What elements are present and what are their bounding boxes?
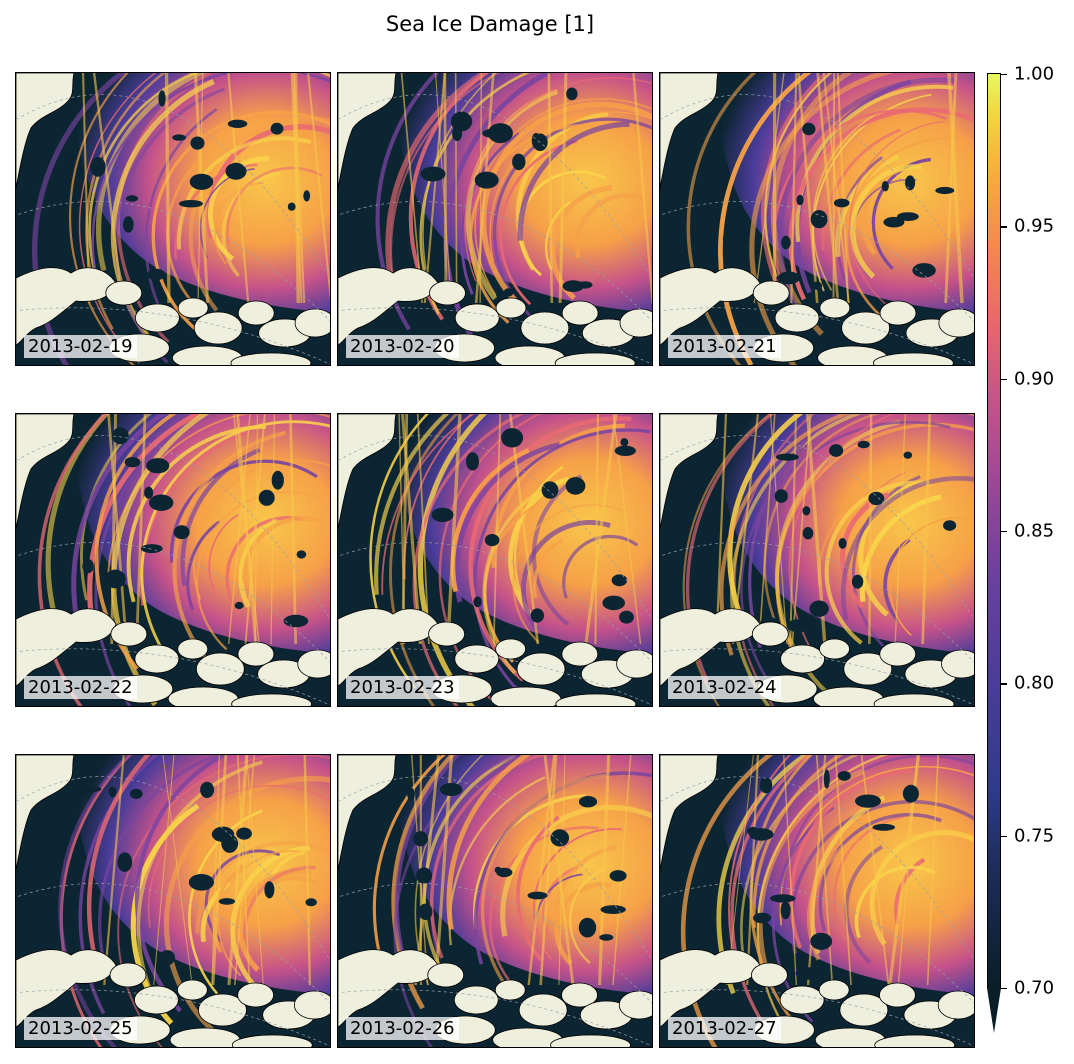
sea-ice-damage-map xyxy=(16,73,330,365)
panel-date-label: 2013-02-25 xyxy=(24,1017,137,1040)
colorbar-tick xyxy=(1001,988,1007,990)
colorbar-tick-label: 0.85 xyxy=(1014,520,1055,542)
panel-date-label: 2013-02-19 xyxy=(24,335,137,358)
colorbar-min-extension xyxy=(987,988,1001,1033)
colorbar-tick xyxy=(1001,226,1007,228)
colorbar-tick xyxy=(1001,531,1007,533)
colorbar-tick-label: 1.00 xyxy=(1014,63,1055,85)
colorbar-tick xyxy=(1001,74,1007,76)
panel-date-label: 2013-02-20 xyxy=(346,335,459,358)
sea-ice-damage-map xyxy=(660,755,974,1047)
map-panel-2013-02-22: 2013-02-22 xyxy=(15,413,331,707)
map-panel-2013-02-23: 2013-02-23 xyxy=(337,413,653,707)
map-panel-2013-02-25: 2013-02-25 xyxy=(15,754,331,1048)
map-panel-2013-02-26: 2013-02-26 xyxy=(337,754,653,1048)
panel-date-label: 2013-02-21 xyxy=(668,335,781,358)
sea-ice-damage-map xyxy=(338,755,652,1047)
colorbar-tick-label: 0.75 xyxy=(1014,825,1055,847)
panel-date-label: 2013-02-24 xyxy=(668,676,781,699)
figure-title: Sea Ice Damage [1] xyxy=(385,12,595,36)
colorbar-tick xyxy=(1001,378,1007,380)
sea-ice-damage-map xyxy=(16,755,330,1047)
map-panel-2013-02-20: 2013-02-20 xyxy=(337,72,653,366)
sea-ice-damage-map xyxy=(660,73,974,365)
panel-date-label: 2013-02-22 xyxy=(24,676,137,699)
sea-ice-damage-map xyxy=(16,414,330,706)
colorbar-tick-label: 0.80 xyxy=(1014,672,1055,694)
map-panel-2013-02-21: 2013-02-21 xyxy=(659,72,975,366)
panel-date-label: 2013-02-27 xyxy=(668,1017,781,1040)
sea-ice-damage-map xyxy=(338,73,652,365)
panel-date-label: 2013-02-26 xyxy=(346,1017,459,1040)
map-panel-2013-02-19: 2013-02-19 xyxy=(15,72,331,366)
sea-ice-damage-map xyxy=(660,414,974,706)
colorbar xyxy=(987,73,1001,989)
colorbar-tick xyxy=(1001,683,1007,685)
colorbar-tick-label: 0.95 xyxy=(1014,215,1055,237)
map-panel-2013-02-24: 2013-02-24 xyxy=(659,413,975,707)
colorbar-tick xyxy=(1001,835,1007,837)
sea-ice-damage-map xyxy=(338,414,652,706)
colorbar-tick-label: 0.70 xyxy=(1014,977,1055,999)
panel-date-label: 2013-02-23 xyxy=(346,676,459,699)
colorbar-tick-label: 0.90 xyxy=(1014,368,1055,390)
map-panel-2013-02-27: 2013-02-27 xyxy=(659,754,975,1048)
